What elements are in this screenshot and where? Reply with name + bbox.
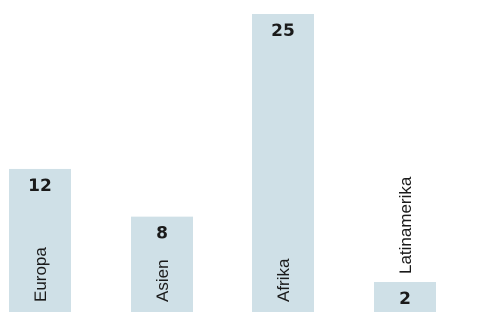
bar-europa bbox=[9, 168, 71, 312]
labels-group: Europa Asien Afrika Latinamerika bbox=[31, 176, 415, 302]
value-label-afrika: 25 bbox=[271, 21, 295, 41]
category-label-afrika: Afrika bbox=[274, 258, 293, 302]
category-label-europa: Europa bbox=[31, 247, 50, 302]
bar-afrika bbox=[252, 14, 314, 312]
value-label-asien: 8 bbox=[156, 224, 168, 244]
bars-group bbox=[9, 14, 436, 312]
category-label-asien: Asien bbox=[153, 259, 172, 302]
bar-asien bbox=[131, 216, 193, 312]
value-label-europa: 12 bbox=[28, 176, 52, 196]
category-label-latinamerika: Latinamerika bbox=[396, 176, 415, 274]
bar-latinamerika bbox=[374, 282, 436, 312]
values-group: 12 8 25 2 bbox=[28, 21, 411, 309]
value-label-latinamerika: 2 bbox=[399, 289, 411, 309]
